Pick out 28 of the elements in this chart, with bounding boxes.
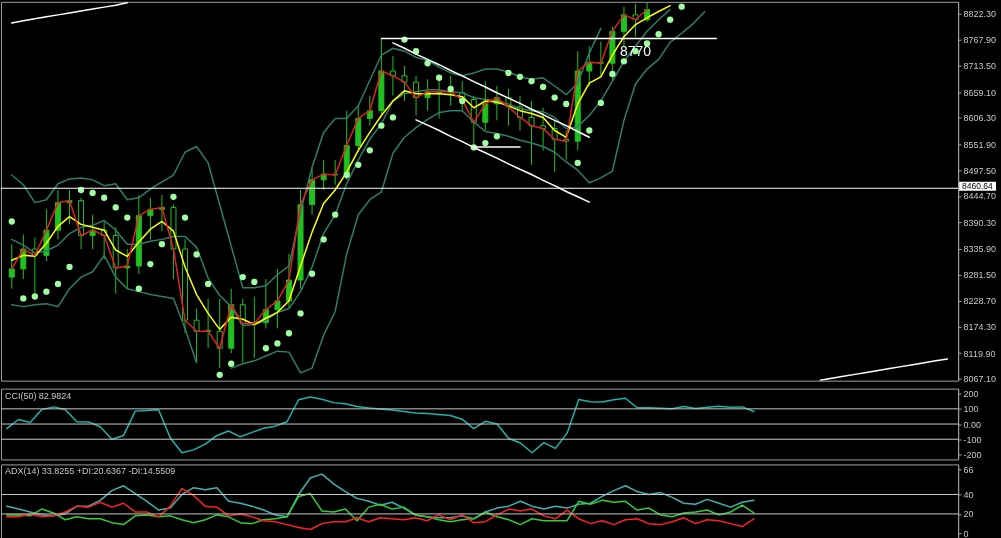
y-tick-label: 200 [963, 389, 979, 400]
y-tick-label: 66 [963, 464, 974, 475]
y-tick-label: 8606.30 [963, 113, 997, 124]
series-label: 8770 [619, 42, 652, 59]
y-tick-label: 8390.30 [963, 217, 997, 228]
y-tick-label: 8281.50 [963, 270, 997, 281]
chart-title: CCI(50) 82.9824 [4, 390, 72, 401]
y-tick-label: 8497.50 [963, 165, 997, 176]
y-tick-label: 8444.70 [963, 191, 997, 202]
chart-title: ADX(14) 33.8255 +DI:20.6367 -DI:14.5509 [4, 466, 176, 477]
y-tick-label: -100 [963, 434, 982, 445]
y-tick-label: 8713.50 [963, 61, 997, 72]
y-tick-label: 100 [963, 404, 979, 415]
y-tick-label: 8659.10 [963, 87, 997, 98]
y-tick-label: 8335.90 [963, 244, 997, 255]
ref-line-label: 8460.64 [962, 181, 994, 192]
y-tick-label: 8067.10 [963, 374, 997, 385]
y-tick-label: 20 [963, 509, 974, 520]
y-tick-label: 40 [963, 490, 974, 500]
y-tick-label: 8551.90 [963, 139, 997, 150]
y-tick-label: 8228.70 [963, 295, 997, 306]
y-tick-label: 8174.30 [963, 322, 997, 333]
y-tick-label: 8822.30 [963, 8, 997, 19]
y-tick-label: -200 [963, 449, 982, 460]
y-tick-label: 8119.90 [963, 348, 996, 359]
y-tick-label: 8767.90 [963, 35, 997, 46]
y-tick-label: 0.00 [963, 419, 982, 430]
y-tick-label: 0 [963, 528, 969, 538]
